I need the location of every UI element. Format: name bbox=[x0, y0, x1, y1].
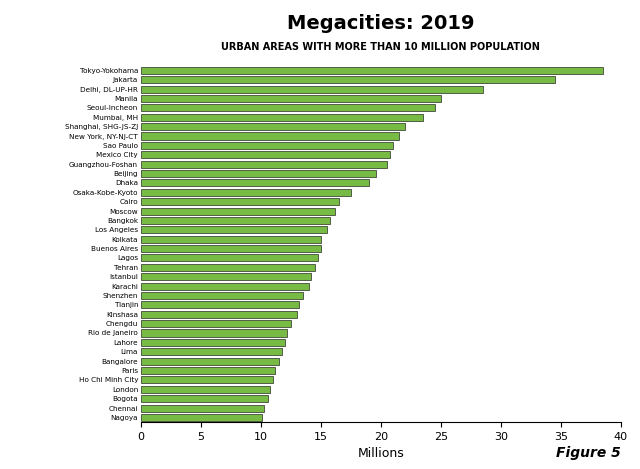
Text: Figure 5: Figure 5 bbox=[556, 446, 621, 460]
Bar bbox=[141, 217, 330, 224]
Bar bbox=[141, 386, 271, 393]
Bar bbox=[141, 151, 390, 159]
Bar bbox=[141, 170, 376, 177]
Bar bbox=[141, 123, 405, 130]
Bar bbox=[141, 330, 287, 337]
Bar bbox=[141, 292, 303, 299]
Bar bbox=[141, 142, 393, 149]
Bar bbox=[141, 189, 351, 196]
Bar bbox=[141, 245, 321, 252]
Bar bbox=[141, 95, 441, 102]
Bar bbox=[141, 358, 279, 365]
Bar bbox=[141, 404, 264, 412]
Bar bbox=[141, 339, 285, 346]
Bar bbox=[141, 67, 603, 74]
Bar bbox=[141, 414, 262, 421]
Bar bbox=[141, 161, 387, 168]
Bar bbox=[141, 273, 311, 280]
Bar bbox=[141, 86, 483, 93]
Bar bbox=[141, 348, 282, 356]
Bar bbox=[141, 133, 399, 140]
Bar bbox=[141, 180, 369, 187]
Bar bbox=[141, 302, 300, 309]
Bar bbox=[141, 282, 309, 290]
Bar bbox=[141, 114, 423, 121]
Text: URBAN AREAS WITH MORE THAN 10 MILLION POPULATION: URBAN AREAS WITH MORE THAN 10 MILLION PO… bbox=[221, 42, 540, 52]
Bar bbox=[141, 320, 291, 327]
Bar bbox=[141, 376, 273, 384]
Bar bbox=[141, 198, 339, 205]
Bar bbox=[141, 236, 321, 243]
Bar bbox=[141, 367, 275, 374]
Bar bbox=[141, 76, 555, 83]
Bar bbox=[141, 254, 319, 262]
X-axis label: Millions: Millions bbox=[357, 447, 404, 461]
Bar bbox=[141, 105, 435, 112]
Bar bbox=[141, 395, 268, 402]
Text: Megacities: 2019: Megacities: 2019 bbox=[287, 14, 474, 33]
Bar bbox=[141, 227, 327, 234]
Bar bbox=[141, 264, 315, 271]
Bar bbox=[141, 208, 335, 215]
Bar bbox=[141, 311, 297, 318]
